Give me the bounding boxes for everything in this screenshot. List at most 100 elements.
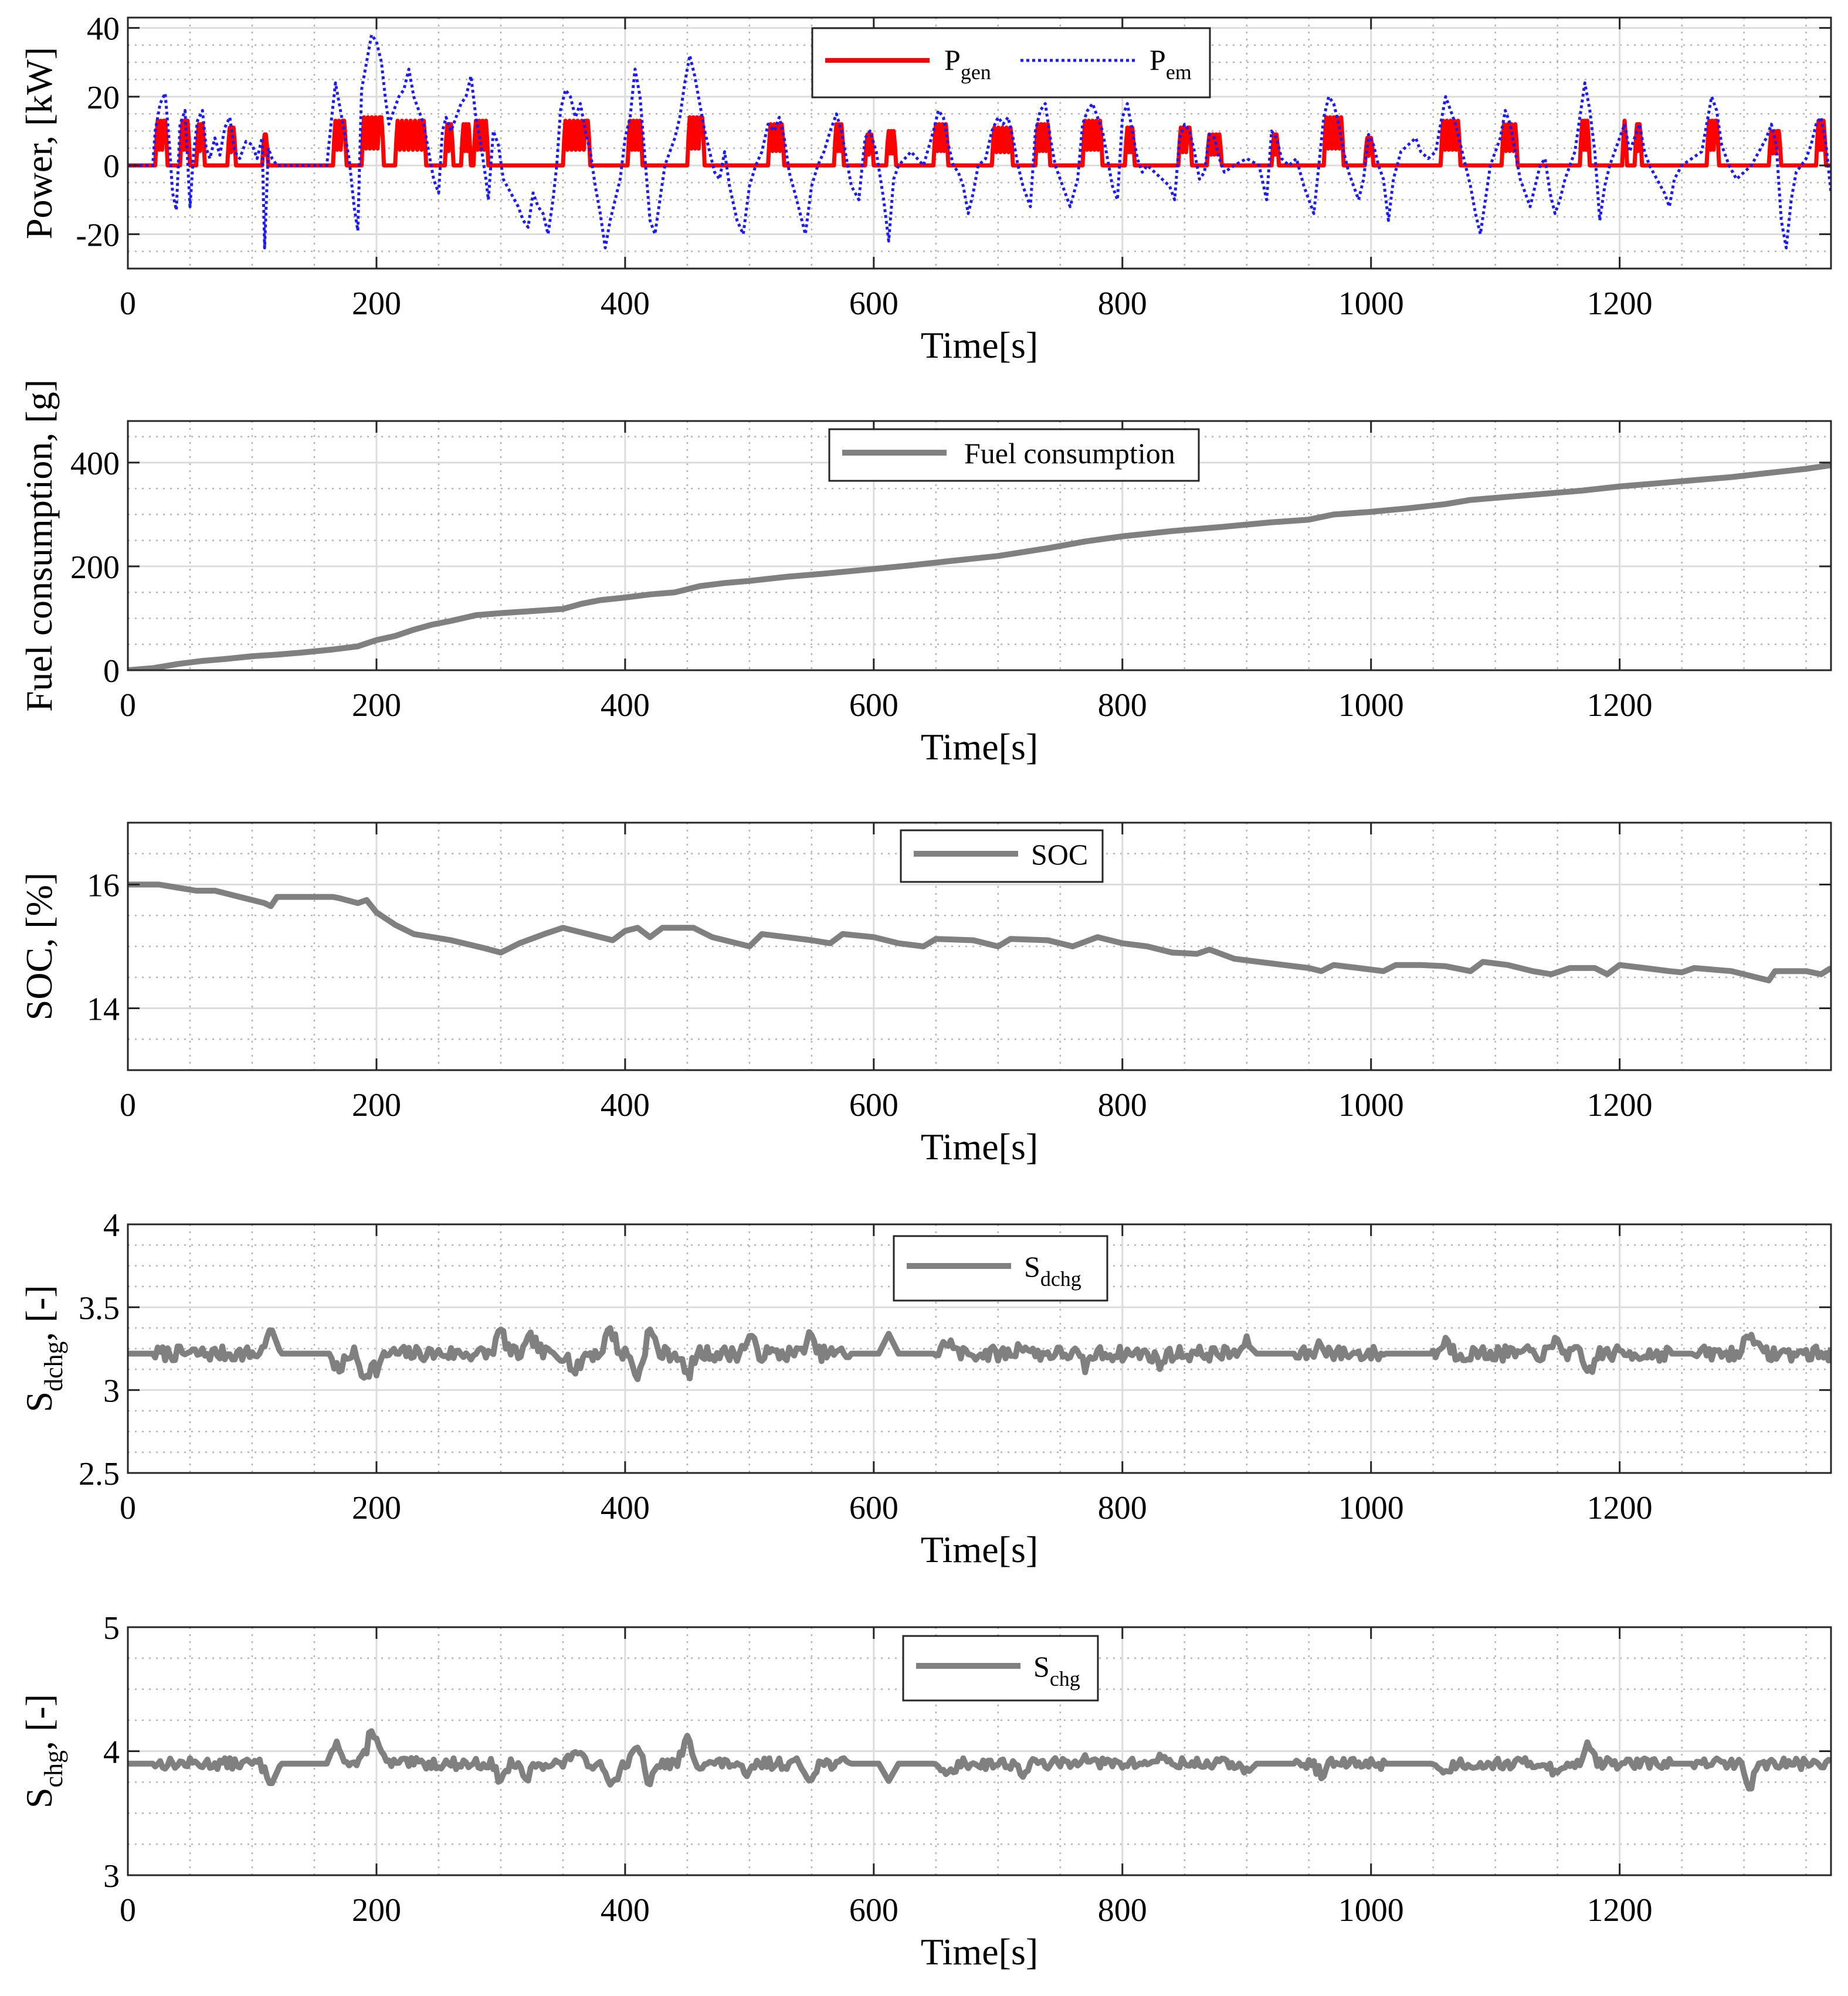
- legend-label: SOC: [1031, 838, 1088, 871]
- y-tick-label: 16: [87, 868, 120, 904]
- axes-frame: [127, 16, 1832, 270]
- y-axis-label: Power, [kW]: [18, 47, 60, 239]
- legend-label: Pgen: [944, 43, 991, 84]
- x-tick-label: 600: [849, 1087, 898, 1123]
- chart-fuel: 0 200 400 600 800 1000 1200 0 200 400 Time[s] Fuel …: [18, 379, 1832, 768]
- y-axis-label-suffix: , [-]: [18, 1285, 60, 1341]
- legend: Pgen Pem: [811, 27, 1211, 99]
- x-tick-label: 800: [1098, 286, 1147, 322]
- x-tick-label: 1000: [1338, 286, 1404, 322]
- chart-soc: 0 200 400 600 800 1000 1200 14 16 Time[s] SOC, [%]…: [18, 822, 1832, 1167]
- x-tick-label: 400: [601, 1892, 650, 1929]
- x-tick-label: 200: [352, 286, 401, 322]
- x-tick-label: 200: [352, 1490, 401, 1526]
- x-tick-label: 0: [120, 1490, 136, 1526]
- x-tick-label: 1200: [1587, 286, 1653, 322]
- major-grid: [128, 823, 1831, 1070]
- x-tick-label: 400: [601, 1087, 650, 1123]
- series-group: [128, 881, 1831, 983]
- x-tick-label: 1000: [1338, 1892, 1404, 1929]
- y-axis-label: SOC, [%]: [18, 873, 60, 1020]
- y-axis-label: Schg, [-]: [18, 1694, 68, 1808]
- series-line-s-chg: [128, 1728, 1831, 1792]
- x-tick-label: 800: [1098, 1087, 1147, 1123]
- x-tick-label: 1000: [1338, 687, 1404, 724]
- x-tick-label: 1000: [1338, 1490, 1404, 1526]
- x-axis-label: Time[s]: [921, 324, 1038, 366]
- x-tick-label: 0: [120, 1087, 136, 1123]
- series-line-p-em: [128, 33, 1831, 250]
- x-tick-label: 800: [1098, 687, 1147, 724]
- series-line-fuel-consumption: [128, 462, 1831, 670]
- x-tick-label: 200: [352, 1892, 401, 1929]
- x-tick-label: 1200: [1587, 1892, 1653, 1929]
- x-tick-label: 0: [120, 687, 136, 724]
- x-tick-label: 1200: [1587, 1087, 1653, 1123]
- legend-label: Pem: [1150, 43, 1192, 84]
- x-tick-label: 800: [1098, 1892, 1147, 1929]
- series-group: [128, 462, 1831, 670]
- x-tick-label: 200: [352, 1087, 401, 1123]
- series-group: [128, 33, 1831, 250]
- legend: Schg: [902, 1635, 1099, 1702]
- y-tick-label: 3.5: [79, 1290, 120, 1326]
- y-axis-label-sub: chg: [39, 1750, 68, 1788]
- y-tick-label: -20: [76, 217, 120, 253]
- x-tick-label: 1200: [1587, 1490, 1653, 1526]
- series-line-soc: [128, 881, 1831, 983]
- axes-frame: [127, 822, 1832, 1071]
- series-group: [128, 1728, 1831, 1792]
- axes-frame: [127, 420, 1832, 671]
- x-tick-label: 400: [601, 687, 650, 724]
- series-line-p-gen: [128, 115, 1831, 168]
- y-tick-label: 2.5: [79, 1456, 120, 1492]
- x-tick-label: 800: [1098, 1490, 1147, 1526]
- x-tick-label: 200: [352, 687, 401, 724]
- x-axis-label: Time[s]: [921, 1126, 1038, 1167]
- x-tick-label: 1200: [1587, 687, 1653, 724]
- y-tick-label: 400: [70, 446, 120, 482]
- legend-label: Schg: [1033, 1650, 1080, 1691]
- x-tick-label: 0: [120, 1892, 136, 1929]
- y-tick-label: 200: [70, 549, 120, 586]
- chart-sdchg: 0 200 400 600 800 1000 1200 2.5 3 3.5 4 Time[s] Sdch…: [18, 1207, 1832, 1570]
- axes-frame: [127, 1223, 1832, 1474]
- x-tick-label: 600: [849, 286, 898, 322]
- x-tick-label: 0: [120, 286, 136, 322]
- legend: Fuel consumption: [828, 428, 1200, 482]
- y-axis-label: Fuel consumption, [g]: [18, 379, 60, 712]
- legend-label: Fuel consumption: [964, 437, 1175, 470]
- x-tick-label: 600: [849, 687, 898, 724]
- legend: Sdchg: [893, 1235, 1108, 1302]
- y-axis-label: Sdchg, [-]: [18, 1285, 68, 1412]
- x-axis-label: Time[s]: [921, 726, 1038, 768]
- y-tick-label: 0: [103, 148, 120, 185]
- x-tick-label: 600: [849, 1490, 898, 1526]
- x-tick-label: 600: [849, 1892, 898, 1929]
- series-group: [128, 1325, 1831, 1383]
- x-tick-label: 400: [601, 1490, 650, 1526]
- y-axis-label-suffix: , [-]: [18, 1694, 60, 1750]
- x-axis-label: Time[s]: [921, 1529, 1038, 1570]
- y-tick-label: 4: [103, 1207, 120, 1244]
- x-tick-label: 400: [601, 286, 650, 322]
- series-line-s-dchg: [128, 1325, 1831, 1383]
- y-tick-label: 4: [103, 1734, 120, 1771]
- y-axis-label-main: S: [18, 1787, 60, 1808]
- y-axis-label-main: S: [18, 1391, 60, 1413]
- y-tick-label: 40: [87, 11, 120, 47]
- y-tick-label: 3: [103, 1373, 120, 1410]
- legend: SOC: [900, 829, 1104, 883]
- chart-power: 0 200 400 600 800 1000 1200-2002040Time[s]Powe…: [18, 11, 1832, 366]
- y-tick-label: 14: [87, 992, 120, 1028]
- y-tick-label: 0: [103, 653, 120, 690]
- x-axis-label: Time[s]: [921, 1931, 1038, 1973]
- y-tick-label: 5: [103, 1610, 120, 1647]
- y-tick-label: 3: [103, 1858, 120, 1895]
- y-axis-label-sub: dchg: [39, 1341, 68, 1391]
- y-tick-label: 20: [87, 80, 120, 116]
- x-tick-label: 1000: [1338, 1087, 1404, 1123]
- legend-label: Sdchg: [1024, 1250, 1081, 1291]
